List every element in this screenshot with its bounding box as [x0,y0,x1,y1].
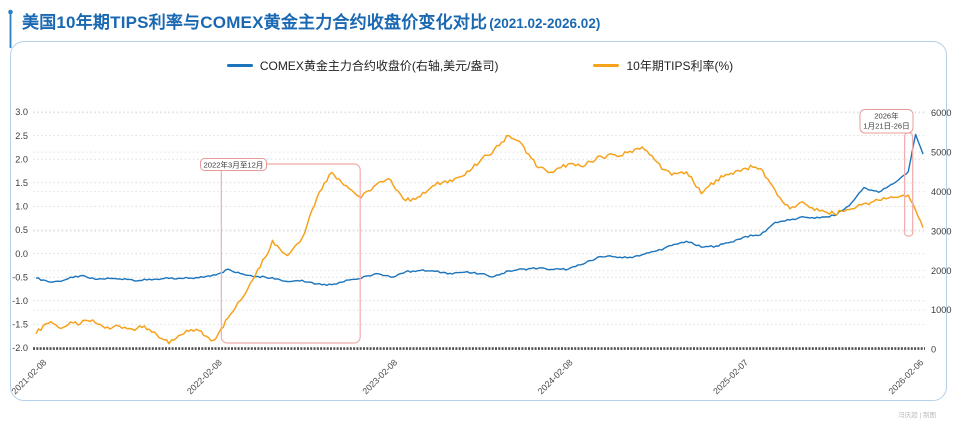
chart-card [10,41,947,401]
left-axis-tick: -1.0 [12,296,28,306]
left-axis-tick: 3.0 [15,107,28,117]
left-axis-tick: 0.5 [15,225,28,235]
annotation-label-2026: 2026年 [874,111,899,121]
watermark-credit: 冯庆超 | 制图 [898,412,936,419]
gold-price-line [35,133,924,287]
left-axis-tick: 2.5 [15,131,28,141]
tips-rate-line [35,134,924,345]
title-main: 美国10年期TIPS利率与COMEX黄金主力合约收盘价变化对比 [22,13,488,32]
gold-line-swatch [226,63,253,68]
page-title: 美国10年期TIPS利率与COMEX黄金主力合约收盘价变化对比 (2021.02… [22,8,600,33]
annotation-window-2026 [904,132,914,237]
title-period: (2021.02-2026.02) [489,16,601,31]
annotation-label-box-2026 [859,109,914,134]
card-pin-dot [8,9,13,15]
annotation-label-2026: 1月21日-26日 [863,122,909,131]
annotation-label-2022: 2022年3月至12月 [204,159,264,169]
x-axis-tick: 2023-02-08 [360,357,399,396]
left-axis-tick: 2.0 [15,154,28,164]
right-axis-tick: 1000 [931,305,951,315]
annotation-label-box-2022 [200,158,267,171]
legend-label-tips: 10年期TIPS利率(%) [626,59,734,73]
x-axis-tick: 2024-02-08 [536,357,575,396]
right-axis-tick: 2000 [931,266,951,276]
right-axis-tick: 0 [931,345,936,355]
legend-item-gold: COMEX黄金主力合约收盘价(右轴,美元/盎司) [226,57,499,74]
x-axis-tick: 2026-02-06 [887,357,926,396]
left-axis-tick: -2.0 [12,343,28,353]
right-axis-tick: 4000 [931,187,951,197]
left-axis-tick: 1.0 [15,202,28,212]
annotation-window-2022 [220,163,361,344]
left-axis-tick: 1.5 [15,178,28,188]
left-axis-tick: -1.5 [12,320,28,330]
x-axis-tick: 2021-02-08 [10,357,49,396]
left-axis-tick: -0.5 [12,272,28,282]
legend-label-gold: COMEX黄金主力合约收盘价(右轴,美元/盎司) [259,59,499,73]
right-axis-tick: 5000 [931,147,951,157]
legend-item-tips: 10年期TIPS利率(%) [593,57,733,74]
left-axis-tick: 0.0 [15,249,28,259]
right-axis-tick: 6000 [931,108,951,118]
right-axis-tick: 3000 [931,226,951,236]
x-axis-tick: 2025-02-07 [711,357,750,396]
x-axis-tick: 2022-02-08 [185,357,224,396]
tips-line-swatch [593,63,620,68]
legend: COMEX黄金主力合约收盘价(右轴,美元/盎司) 10年期TIPS利率(%) [0,57,960,74]
